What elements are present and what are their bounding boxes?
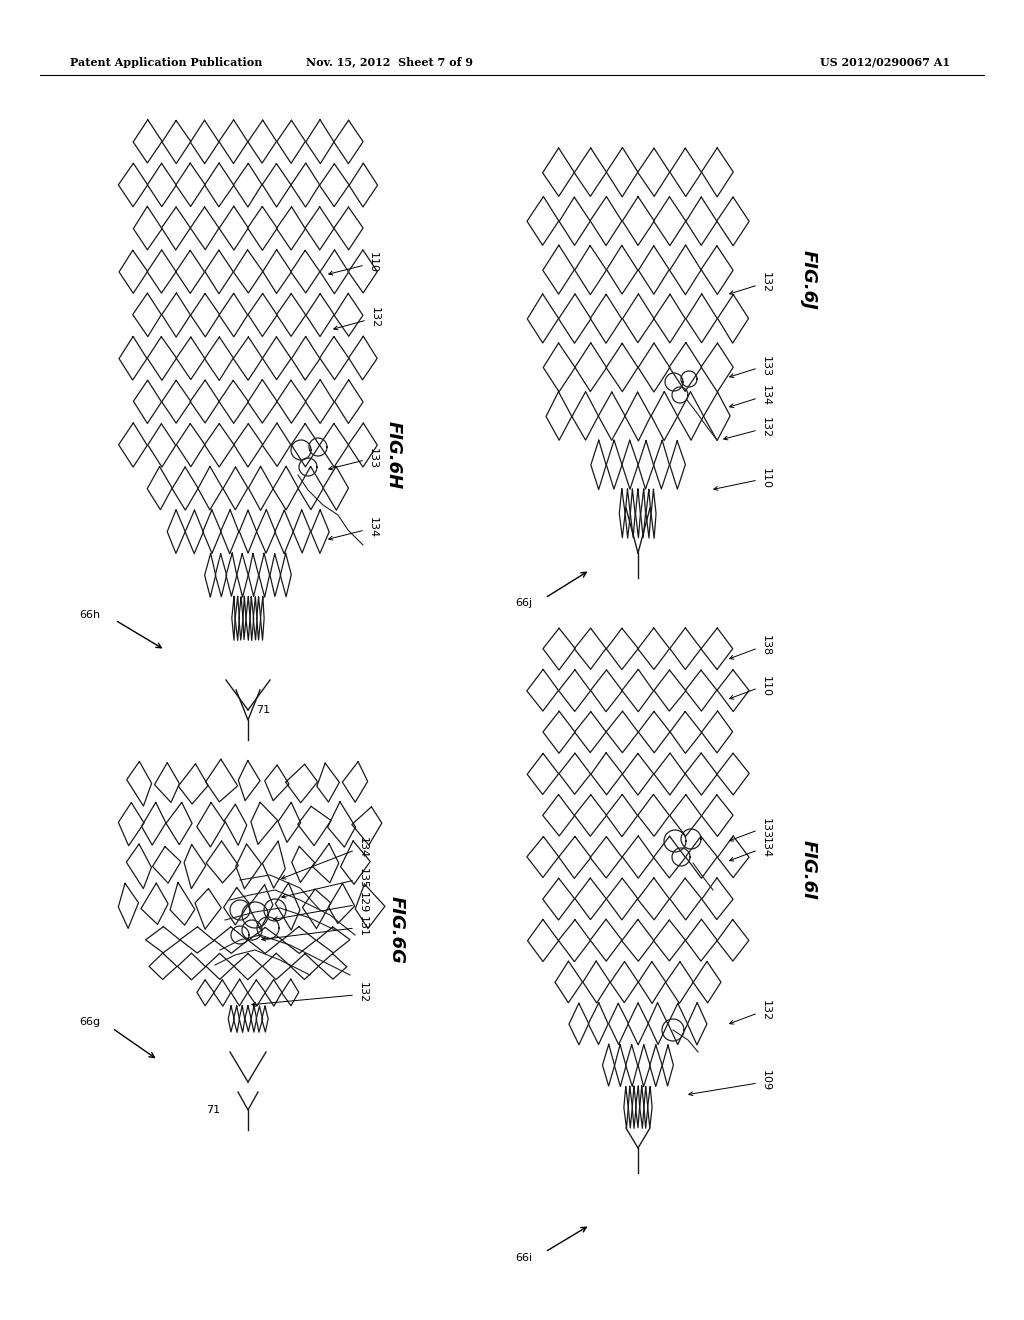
Text: 133: 133 xyxy=(368,447,378,469)
Text: FIG.6G: FIG.6G xyxy=(388,896,406,964)
Text: 134: 134 xyxy=(368,517,378,539)
Text: 133: 133 xyxy=(761,817,771,838)
Text: FIG.6I: FIG.6I xyxy=(800,840,818,900)
Text: 110: 110 xyxy=(368,252,378,273)
Text: 66h: 66h xyxy=(79,610,100,620)
Text: US 2012/0290067 A1: US 2012/0290067 A1 xyxy=(820,57,950,67)
Text: 132: 132 xyxy=(358,982,368,1003)
Text: 109: 109 xyxy=(761,1071,771,1092)
Text: FIG.6J: FIG.6J xyxy=(800,249,818,310)
Text: Nov. 15, 2012  Sheet 7 of 9: Nov. 15, 2012 Sheet 7 of 9 xyxy=(306,57,473,67)
Text: 135: 135 xyxy=(358,867,368,888)
Text: Patent Application Publication: Patent Application Publication xyxy=(70,57,262,67)
Text: FIG.6H: FIG.6H xyxy=(385,421,403,490)
Text: 129: 129 xyxy=(358,892,368,913)
Text: 66j: 66j xyxy=(515,598,532,609)
Text: 132: 132 xyxy=(370,308,380,329)
Text: 66g: 66g xyxy=(79,1016,100,1027)
Text: 132: 132 xyxy=(761,272,771,293)
Text: 133: 133 xyxy=(761,355,771,376)
Text: 71: 71 xyxy=(206,1105,220,1115)
Text: 134: 134 xyxy=(761,837,771,858)
Text: 66i: 66i xyxy=(515,1253,532,1263)
Text: 132: 132 xyxy=(761,417,771,438)
Text: 131: 131 xyxy=(358,916,368,936)
Text: 71: 71 xyxy=(256,705,270,715)
Text: 134: 134 xyxy=(761,385,771,407)
Text: 132: 132 xyxy=(761,1001,771,1022)
Text: 138: 138 xyxy=(761,635,771,656)
Text: 110: 110 xyxy=(761,676,771,697)
Text: 110: 110 xyxy=(761,467,771,488)
Text: 134: 134 xyxy=(358,837,368,858)
